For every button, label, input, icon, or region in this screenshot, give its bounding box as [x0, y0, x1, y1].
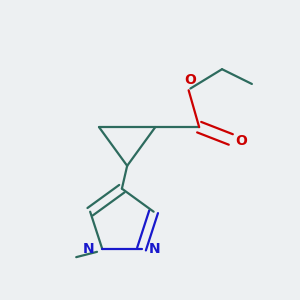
Text: O: O — [235, 134, 247, 148]
Text: N: N — [149, 242, 161, 256]
Text: N: N — [83, 242, 94, 256]
Text: O: O — [184, 73, 196, 87]
